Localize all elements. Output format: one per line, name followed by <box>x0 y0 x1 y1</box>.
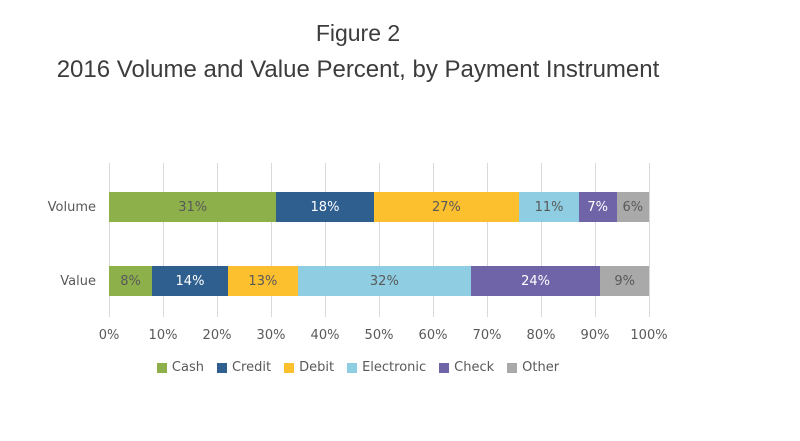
legend-label-cash: Cash <box>171 360 204 375</box>
x-tick-70-: 70% <box>472 328 502 343</box>
plot-area: 31% 18% 27% 11% 7% 6% 8% 14% 13% 32% 24% 9% <box>109 163 650 317</box>
segment-debit-value: 13% <box>227 266 298 296</box>
segment-other-value: 9% <box>600 266 649 296</box>
data-label: 7% <box>587 199 608 215</box>
x-tick-80-: 80% <box>526 328 556 343</box>
category-label-value: Value <box>60 274 96 289</box>
bar-volume: 31% 18% 27% 11% 7% 6% <box>109 192 649 222</box>
x-tick-90-: 90% <box>580 328 610 343</box>
legend-item-electronic: Electronic <box>347 360 426 375</box>
legend-item-debit: Debit <box>284 360 334 375</box>
segment-other-volume: 6% <box>616 192 649 222</box>
x-tick-50-: 50% <box>364 328 394 343</box>
data-label: 8% <box>120 273 141 289</box>
legend-label-other: Other <box>522 360 560 375</box>
segment-cash-value: 8% <box>109 266 153 296</box>
segment-electronic-value: 32% <box>297 266 471 296</box>
legend-swatch-check <box>439 362 450 373</box>
data-label: 11% <box>534 199 564 215</box>
data-label: 6% <box>622 199 644 215</box>
data-label: 24% <box>521 273 551 289</box>
x-tick-0-: 0% <box>98 328 120 343</box>
legend-swatch-electronic <box>347 362 358 373</box>
x-tick-40-: 40% <box>310 328 340 343</box>
x-tick-10-: 10% <box>148 328 178 343</box>
data-label: 9% <box>614 273 635 289</box>
legend-label-credit: Credit <box>231 360 272 375</box>
segment-cash-volume: 31% <box>109 192 277 222</box>
legend-swatch-cash <box>156 362 167 373</box>
x-axis: 0% 10% 20% 30% 40% 50% 60% 70% 80% 90% 100% <box>99 328 668 344</box>
segment-check-value: 24% <box>470 266 601 296</box>
data-label: 13% <box>248 273 278 289</box>
x-tick-20-: 20% <box>202 328 232 343</box>
data-label: 18% <box>310 199 340 215</box>
segment-credit-value: 14% <box>152 266 228 296</box>
segment-debit-volume: 27% <box>373 192 520 222</box>
x-tick-30-: 30% <box>256 328 286 343</box>
data-label: 31% <box>178 199 208 215</box>
legend-label-debit: Debit <box>299 360 335 375</box>
figure-subtitle: 2016 Volume and Value Percent, by Paymen… <box>56 56 660 83</box>
category-label-volume: Volume <box>47 200 96 215</box>
legend-label-electronic: Electronic <box>362 360 427 375</box>
data-label: 27% <box>432 199 461 215</box>
figure-title: Figure 2 <box>315 20 401 46</box>
segment-credit-volume: 18% <box>276 192 374 222</box>
legend-swatch-credit <box>216 362 227 373</box>
legend-item-credit: Credit <box>216 360 272 375</box>
legend-item-cash: Cash <box>156 360 204 375</box>
x-tick-100-: 100% <box>630 328 668 343</box>
legend: Cash Credit Debit Electronic Check Other <box>0 360 716 375</box>
x-tick-60-: 60% <box>418 328 448 343</box>
data-label: 32% <box>369 273 399 289</box>
segment-check-volume: 7% <box>578 192 617 222</box>
legend-swatch-other <box>507 362 518 373</box>
legend-item-check: Check <box>439 360 494 375</box>
legend-item-other: Other <box>507 360 559 375</box>
segment-electronic-volume: 11% <box>519 192 579 222</box>
bar-value: 8% 14% 13% 32% 24% 9% <box>109 266 649 296</box>
legend-label-check: Check <box>454 360 495 375</box>
legend-swatch-debit <box>284 362 295 373</box>
data-label: 14% <box>175 273 205 289</box>
